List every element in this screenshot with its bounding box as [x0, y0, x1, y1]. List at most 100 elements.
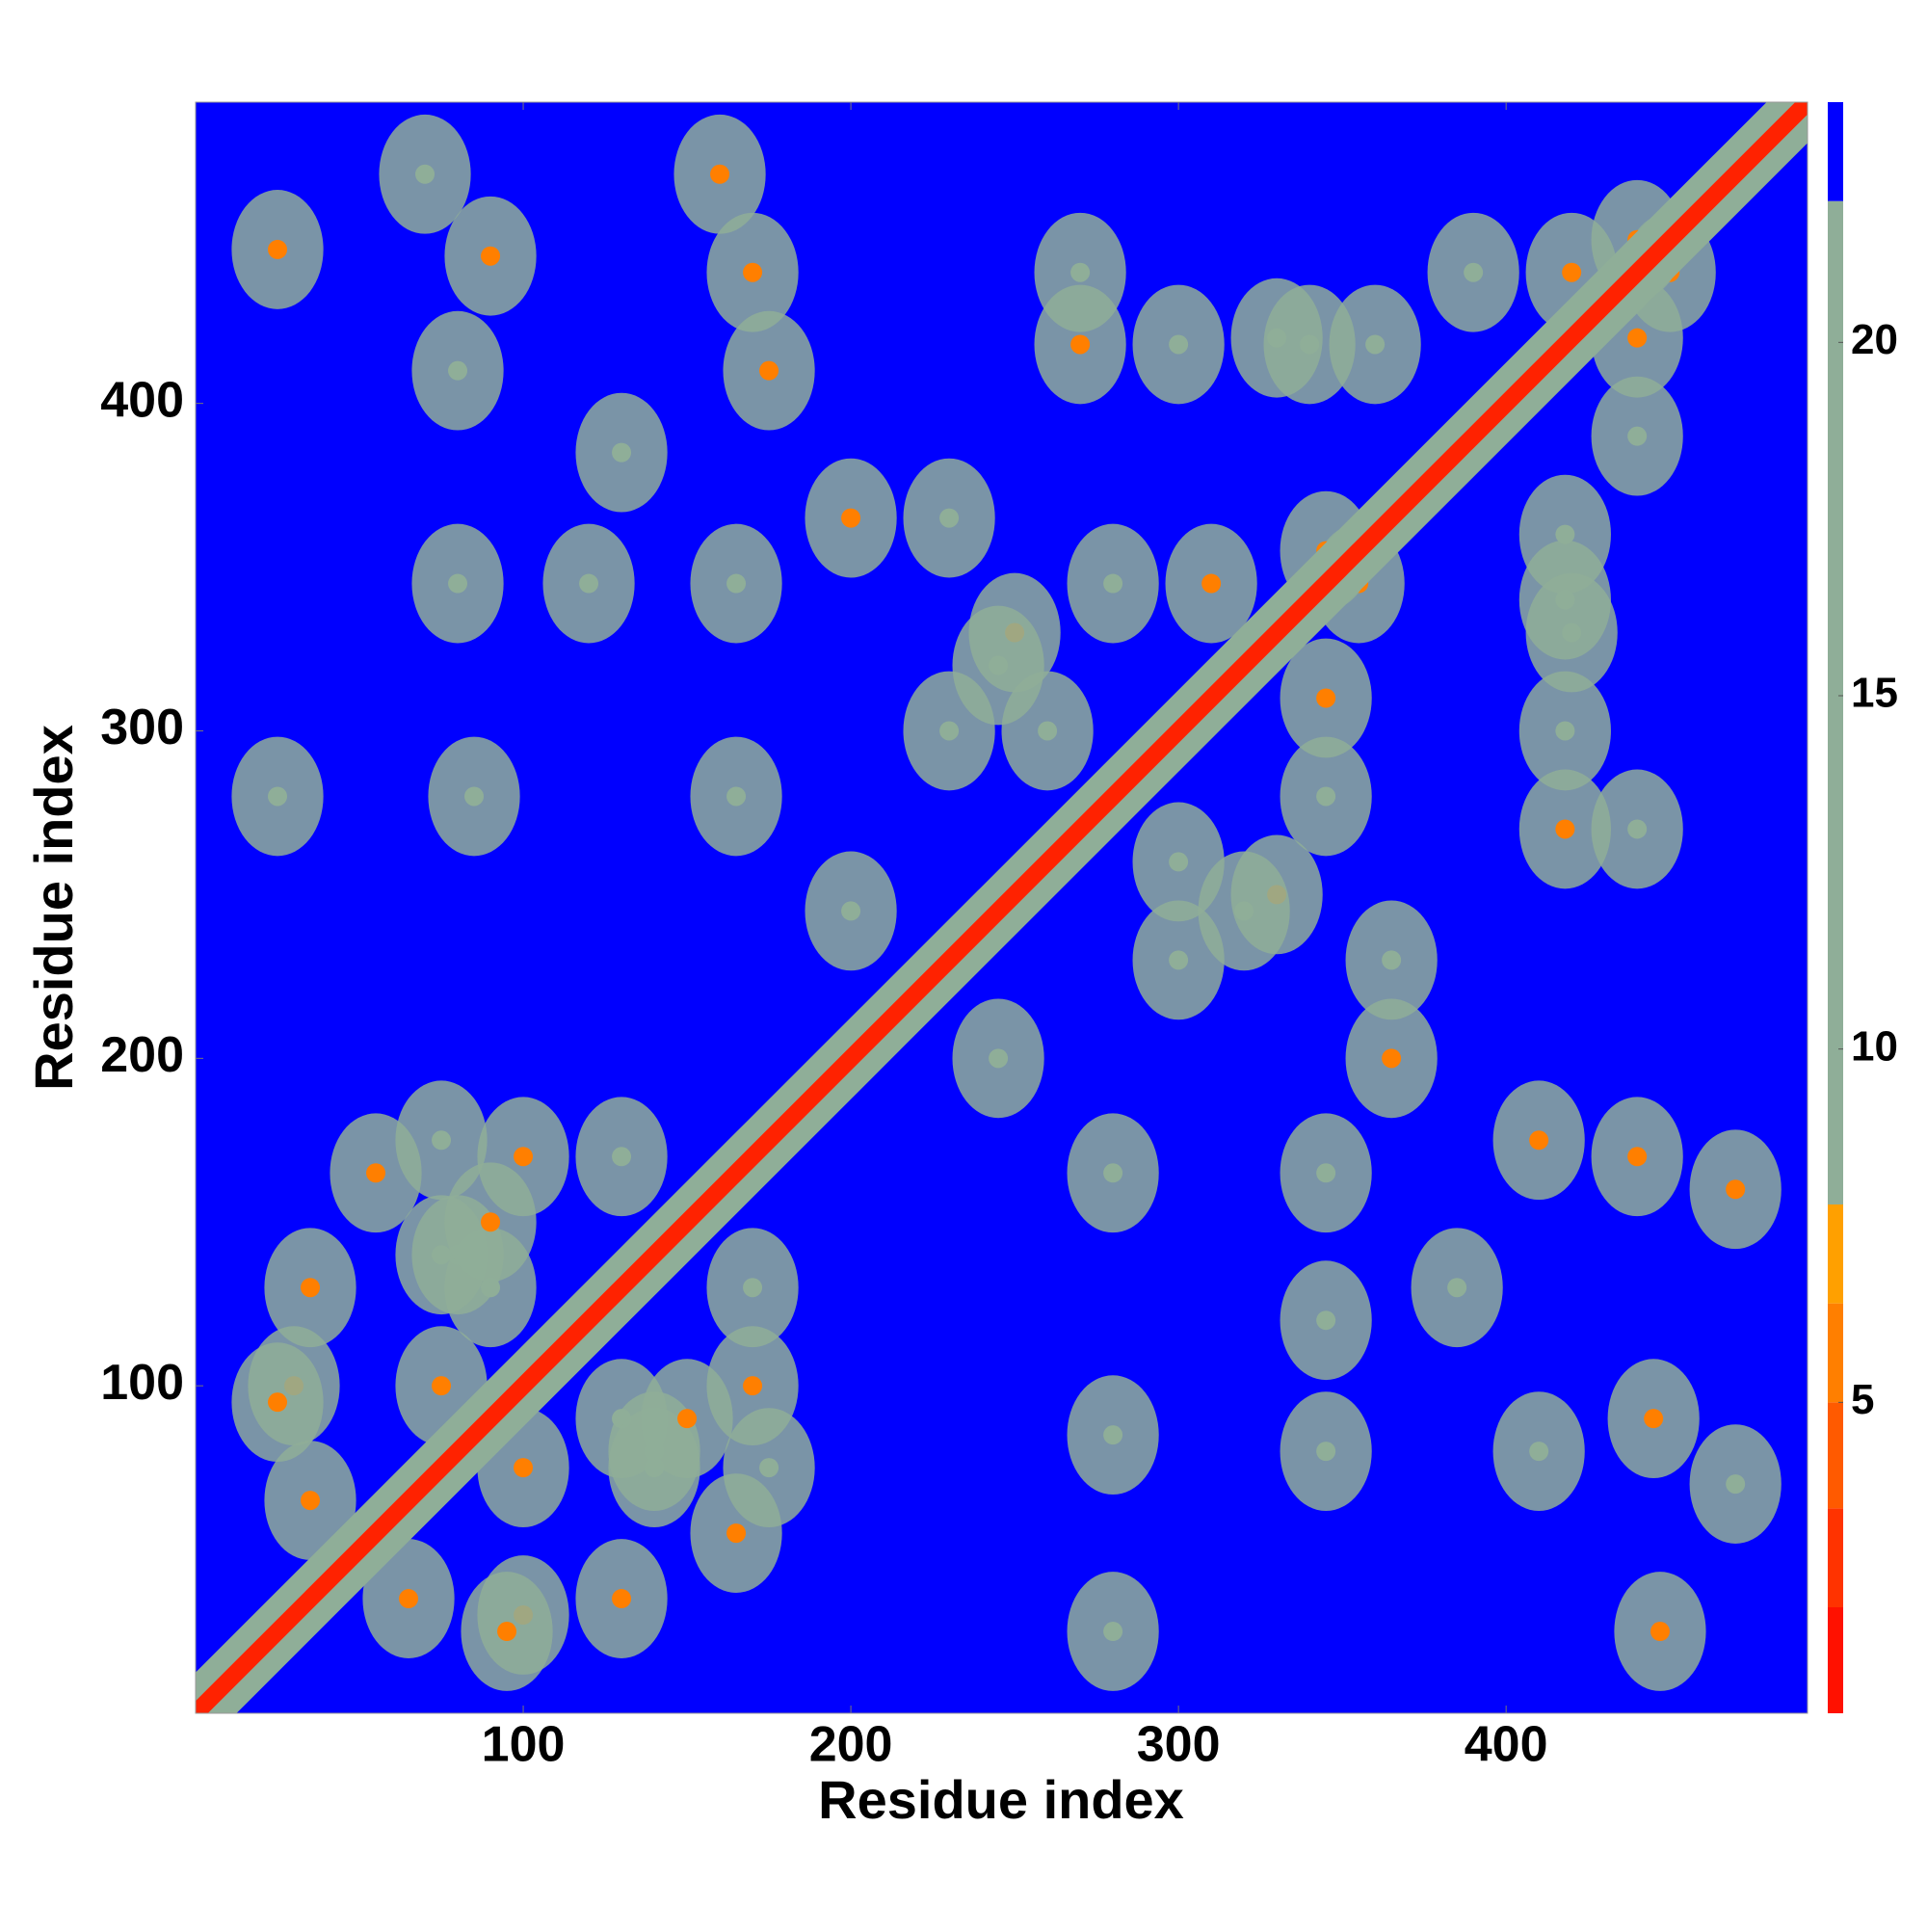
contact-core — [268, 786, 288, 807]
contact-core — [726, 786, 747, 807]
colorbar-band — [1828, 1303, 1843, 1403]
contact-core — [1201, 573, 1222, 594]
contact-core — [366, 1163, 386, 1183]
colorbar-band — [1828, 1508, 1843, 1607]
contact-core — [841, 508, 861, 528]
contact-core — [677, 1409, 698, 1429]
contact-core — [497, 1622, 517, 1642]
y-tick-label: 400 — [100, 372, 184, 428]
contact-core — [1627, 1147, 1648, 1167]
contact-core — [743, 1278, 763, 1298]
contact-core — [432, 1245, 452, 1265]
x-tick-label: 100 — [482, 1717, 566, 1773]
contact-core — [612, 442, 632, 463]
y-tick-label: 300 — [100, 700, 184, 755]
contact-core — [464, 786, 485, 807]
contact-core — [989, 1048, 1009, 1069]
y-tick-label: 200 — [100, 1027, 184, 1083]
contact-core — [1103, 1163, 1123, 1183]
contact-core — [1555, 721, 1575, 741]
plot-area — [196, 102, 1808, 1713]
y-tick-label: 100 — [100, 1355, 184, 1411]
contact-core — [759, 360, 779, 381]
contact-core — [514, 1147, 534, 1167]
contact-core — [1555, 819, 1575, 839]
contact-core — [268, 1392, 288, 1413]
contact-core — [726, 573, 747, 594]
contact-core — [1562, 622, 1582, 643]
contact-core — [301, 1278, 321, 1298]
contact-core — [1070, 262, 1091, 282]
contact-core — [1169, 334, 1189, 355]
contact-core — [759, 1458, 779, 1478]
colorbar-band — [1828, 1607, 1843, 1713]
contact-core — [939, 508, 960, 528]
contact-core — [1529, 1130, 1549, 1151]
contact-core — [399, 1589, 419, 1609]
contact-core — [710, 164, 730, 184]
contact-core — [1103, 1622, 1123, 1642]
contact-core — [1070, 334, 1091, 355]
contact-core — [1316, 786, 1336, 807]
contact-core — [1316, 1163, 1336, 1183]
contact-core — [1562, 262, 1582, 282]
contact-core — [1103, 1425, 1123, 1445]
x-tick-label: 300 — [1137, 1717, 1221, 1773]
contact-core — [1464, 262, 1484, 282]
contact-core — [1650, 1622, 1670, 1642]
contact-core — [481, 1212, 501, 1232]
colorbar-band — [1828, 1204, 1843, 1304]
contact-core — [1627, 819, 1648, 839]
x-tick-label: 400 — [1465, 1717, 1548, 1773]
y-axis-label: Residue index — [23, 725, 84, 1091]
plot-frame — [195, 101, 1808, 1714]
contact-core — [1382, 1048, 1402, 1069]
contact-core — [1627, 426, 1648, 446]
colorbar-band — [1828, 102, 1843, 201]
colorbar-tick-label: 10 — [1851, 1022, 1898, 1070]
contact-core — [989, 655, 1009, 675]
contact-core — [301, 1491, 321, 1511]
contact-core — [841, 901, 861, 921]
contact-core — [1529, 1442, 1549, 1462]
contact-core — [726, 1523, 747, 1544]
contact-core — [579, 573, 599, 594]
contact-core — [1103, 573, 1123, 594]
contact-core — [432, 1130, 452, 1151]
contact-core — [612, 1589, 632, 1609]
contact-core — [743, 1376, 763, 1396]
contact-core — [1234, 901, 1254, 921]
contact-core — [415, 164, 436, 184]
colorbar-tick-label: 15 — [1851, 670, 1898, 717]
contact-core — [1365, 334, 1386, 355]
x-axis-label: Residue index — [818, 1769, 1184, 1830]
colorbar-band — [1828, 1402, 1843, 1509]
contact-core — [1316, 1442, 1336, 1462]
contact-core — [1627, 328, 1648, 348]
contact-core — [1447, 1278, 1467, 1298]
colorbar-tick-label: 5 — [1851, 1376, 1874, 1423]
x-tick-label: 200 — [809, 1717, 893, 1773]
contact-core — [1316, 688, 1336, 708]
contact-core — [939, 721, 960, 741]
contact-core — [1726, 1474, 1746, 1495]
contact-core — [1169, 950, 1189, 970]
contact-core — [448, 573, 468, 594]
contact-core — [448, 360, 468, 381]
contact-core — [1316, 1310, 1336, 1331]
colorbar-band — [1828, 200, 1843, 1205]
contact-core — [268, 239, 288, 259]
contact-core — [1038, 721, 1058, 741]
colorbar-tick-label: 20 — [1851, 316, 1898, 363]
contact-core — [1169, 852, 1189, 872]
contact-core — [432, 1376, 452, 1396]
contact-core — [514, 1458, 534, 1478]
contact-core — [1726, 1179, 1746, 1200]
contact-core — [1644, 1409, 1664, 1429]
contact-core — [1555, 524, 1575, 544]
contact-core — [612, 1147, 632, 1167]
contact-core — [481, 246, 501, 266]
contact-core — [1382, 950, 1402, 970]
contact-core — [743, 262, 763, 282]
